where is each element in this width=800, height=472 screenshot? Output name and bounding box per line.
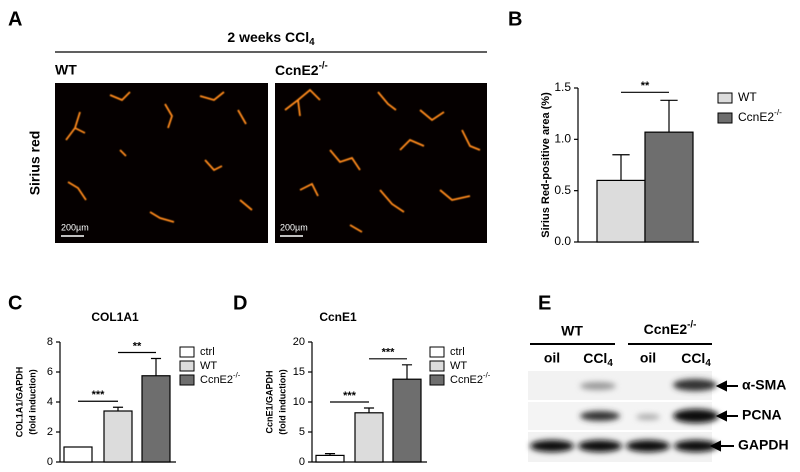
significance-label: *** xyxy=(382,347,396,359)
bar xyxy=(392,378,422,463)
legend-swatch xyxy=(717,92,733,104)
lane-label: CCl4 xyxy=(583,350,613,369)
bar xyxy=(315,454,345,463)
panel-letter: B xyxy=(508,8,522,30)
legend-label: WT xyxy=(738,90,757,104)
y-tick-label: 0.5 xyxy=(554,183,571,197)
y-tick-label: 0.0 xyxy=(554,234,571,248)
error-bar xyxy=(363,407,375,413)
y-tick-label: 1.0 xyxy=(554,132,571,146)
legend-swatch xyxy=(429,346,445,358)
protein-label: α-SMA xyxy=(742,377,786,393)
error-bar xyxy=(150,357,162,376)
legend-swatch xyxy=(179,374,195,386)
legend-swatch xyxy=(429,360,445,372)
protein-label: PCNA xyxy=(742,407,782,423)
legend-label: CcnE2-/- xyxy=(738,107,782,124)
protein-label: GAPDH xyxy=(738,437,789,453)
y-axis-label: (fold induction) xyxy=(277,369,287,434)
legend-label: ctrl xyxy=(450,346,465,358)
lane-label: CCl4 xyxy=(681,350,711,369)
y-tick-label: 4 xyxy=(47,396,53,408)
bar xyxy=(103,410,133,463)
bar xyxy=(644,131,694,243)
scale-label: 200µm xyxy=(61,222,89,232)
y-tick-label: 20 xyxy=(293,336,305,348)
stain-label: Sirius red xyxy=(27,131,43,196)
legend-swatch xyxy=(179,360,195,372)
bar xyxy=(141,375,171,463)
fibers xyxy=(65,88,481,233)
y-axis-label: (fold induction) xyxy=(27,369,37,434)
error-bar xyxy=(660,99,678,133)
micrograph xyxy=(55,83,268,243)
significance-label: *** xyxy=(92,389,106,401)
bands xyxy=(530,379,719,452)
y-tick-label: 1.5 xyxy=(554,80,571,94)
lane-label: oil xyxy=(544,350,560,366)
legend-label: ctrl xyxy=(200,346,215,358)
significance-label: ** xyxy=(641,80,650,92)
error-bar xyxy=(612,154,630,181)
group-label: WT xyxy=(561,323,583,339)
error-bar xyxy=(324,453,336,456)
panel-letter: E xyxy=(538,292,551,314)
y-tick-label: 0 xyxy=(299,456,305,468)
arrows xyxy=(709,380,738,452)
group-label: CcnE2-/- xyxy=(275,60,328,78)
micrograph xyxy=(275,83,487,243)
y-tick-label: 2 xyxy=(47,426,53,438)
legend-swatch xyxy=(179,346,195,358)
significance-label: ** xyxy=(133,340,142,352)
legend-label: CcnE2-/- xyxy=(450,371,491,386)
legend-label: WT xyxy=(200,360,217,372)
panel-letter: D xyxy=(233,292,247,314)
panel-letter: A xyxy=(8,8,22,30)
significance-label: *** xyxy=(343,390,357,402)
bar xyxy=(354,412,384,463)
legend-label: CcnE2-/- xyxy=(200,371,241,386)
y-tick-label: 0 xyxy=(47,456,53,468)
group-label: CcnE2-/- xyxy=(644,319,697,337)
error-bar xyxy=(112,406,124,411)
legend-swatch xyxy=(717,112,733,124)
y-axis-label: COL1A1/GAPDH xyxy=(14,367,24,438)
y-axis-label: Sirius Red-positive area (%) xyxy=(540,92,552,238)
y-tick-label: 5 xyxy=(299,426,305,438)
y-tick-label: 8 xyxy=(47,336,53,348)
error-bar xyxy=(401,364,413,380)
y-tick-label: 15 xyxy=(293,366,305,378)
bar xyxy=(63,446,93,463)
chart-title: CcnE1 xyxy=(319,310,357,324)
panel-letter: C xyxy=(8,292,22,314)
lane-label: oil xyxy=(640,350,656,366)
group-label: WT xyxy=(55,62,77,78)
legend-swatch xyxy=(429,374,445,386)
y-axis-label: CcnE1/GAPDH xyxy=(264,370,274,433)
panel-title: 2 weeks CCl4 xyxy=(227,29,315,48)
y-tick-label: 10 xyxy=(293,396,305,408)
legend-label: WT xyxy=(450,360,467,372)
chart-title: COL1A1 xyxy=(91,310,139,324)
y-tick-label: 6 xyxy=(47,366,53,378)
bar xyxy=(596,179,646,243)
scale-label: 200µm xyxy=(280,222,308,232)
